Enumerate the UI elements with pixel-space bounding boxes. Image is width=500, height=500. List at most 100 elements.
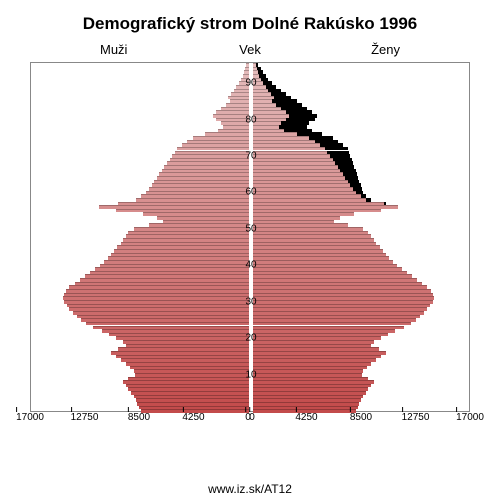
bar-male [118, 347, 249, 351]
bar-male [139, 406, 249, 410]
bar-female [253, 296, 434, 300]
surplus-female [325, 147, 348, 151]
x-axis-right: 0425085001275017000 [252, 412, 470, 424]
tick-mark [16, 407, 17, 412]
x-tick: 17000 [16, 412, 44, 423]
bar-male [102, 329, 249, 333]
surplus-female [263, 81, 272, 85]
bar-male [121, 242, 249, 246]
bar-male [64, 293, 249, 297]
bar-female [253, 395, 363, 399]
surplus-female [353, 187, 362, 191]
bar-female [253, 315, 420, 319]
bar-female [253, 384, 371, 388]
label-female: Ženy [371, 42, 400, 57]
bar-male [137, 402, 249, 406]
bar-female [253, 143, 320, 147]
bar-female [253, 282, 422, 286]
bar-female [253, 264, 397, 268]
bar-female [253, 362, 371, 366]
surplus-female [320, 143, 343, 147]
bar-male [86, 322, 249, 326]
surplus-female [268, 89, 281, 93]
bar-male [73, 311, 249, 315]
bar-male [149, 223, 249, 227]
bar-female [253, 398, 361, 402]
surplus-female [297, 132, 323, 136]
bar-female [253, 289, 431, 293]
bar-female [253, 194, 361, 198]
bar-female [253, 355, 381, 359]
bar-female [253, 311, 424, 315]
bar-male [134, 395, 249, 399]
x-axis-left: 1700012750850042500 [30, 412, 248, 424]
x-tick: 4250 [182, 412, 204, 423]
bar-female [253, 234, 371, 238]
pyramid-chart: 102030405060708090 1700012750850042500 0… [30, 62, 470, 442]
bar-female [253, 307, 427, 311]
surplus-female [350, 183, 360, 187]
bar-female [253, 253, 386, 257]
bar-male [130, 366, 249, 370]
bar-male [123, 380, 249, 384]
bar-female [253, 329, 395, 333]
bar-male [175, 151, 249, 155]
bar-male [136, 398, 249, 402]
bar-male [81, 318, 249, 322]
bar-female [253, 176, 345, 180]
bar-male [100, 264, 249, 268]
bar-female [253, 377, 368, 381]
age-tick: 80 [241, 114, 261, 125]
bar-female [253, 344, 371, 348]
bar-female [253, 169, 340, 173]
bar-male [75, 282, 249, 286]
age-tick: 30 [241, 296, 261, 307]
bar-female [253, 256, 389, 260]
bar-female [253, 406, 358, 410]
bar-male [114, 249, 249, 253]
bar-female [253, 318, 416, 322]
bar-male [143, 212, 249, 216]
bar-male [64, 300, 249, 304]
bar-male [134, 369, 249, 373]
bar-female [253, 366, 367, 370]
bar-female [253, 380, 374, 384]
bar-female [253, 387, 368, 391]
surplus-female [261, 78, 269, 82]
age-tick: 50 [241, 223, 261, 234]
bar-male [154, 180, 249, 184]
surplus-female [309, 136, 332, 140]
bar-female [253, 227, 363, 231]
age-axis: 102030405060708090 [241, 63, 261, 411]
bar-male [77, 315, 249, 319]
bar-male [149, 187, 249, 191]
bar-female [253, 347, 379, 351]
bar-female [253, 212, 354, 216]
surplus-female [348, 180, 360, 184]
bar-female [253, 336, 381, 340]
x-tick: 8500 [350, 412, 372, 423]
bar-female [253, 260, 393, 264]
bar-male [123, 340, 249, 344]
footer-url: www.iz.sk/AT12 [0, 482, 500, 496]
bar-male [117, 245, 249, 249]
tick-mark [182, 407, 183, 412]
bar-male [90, 271, 249, 275]
bar-male [121, 358, 249, 362]
bar-male [69, 285, 249, 289]
bar-male [136, 198, 249, 202]
surplus-female [276, 103, 302, 107]
surplus-female [266, 85, 276, 89]
bar-female [253, 333, 388, 337]
bar-male [167, 161, 249, 165]
x-tick: 0 [249, 412, 255, 423]
bar-female [253, 351, 386, 355]
bar-female [253, 158, 333, 162]
bar-female [253, 136, 309, 140]
bar-female [253, 267, 402, 271]
tick-mark [295, 407, 296, 412]
age-tick: 20 [241, 333, 261, 344]
bar-male [95, 267, 249, 271]
bar-male [157, 216, 249, 220]
bar-male [66, 289, 249, 293]
